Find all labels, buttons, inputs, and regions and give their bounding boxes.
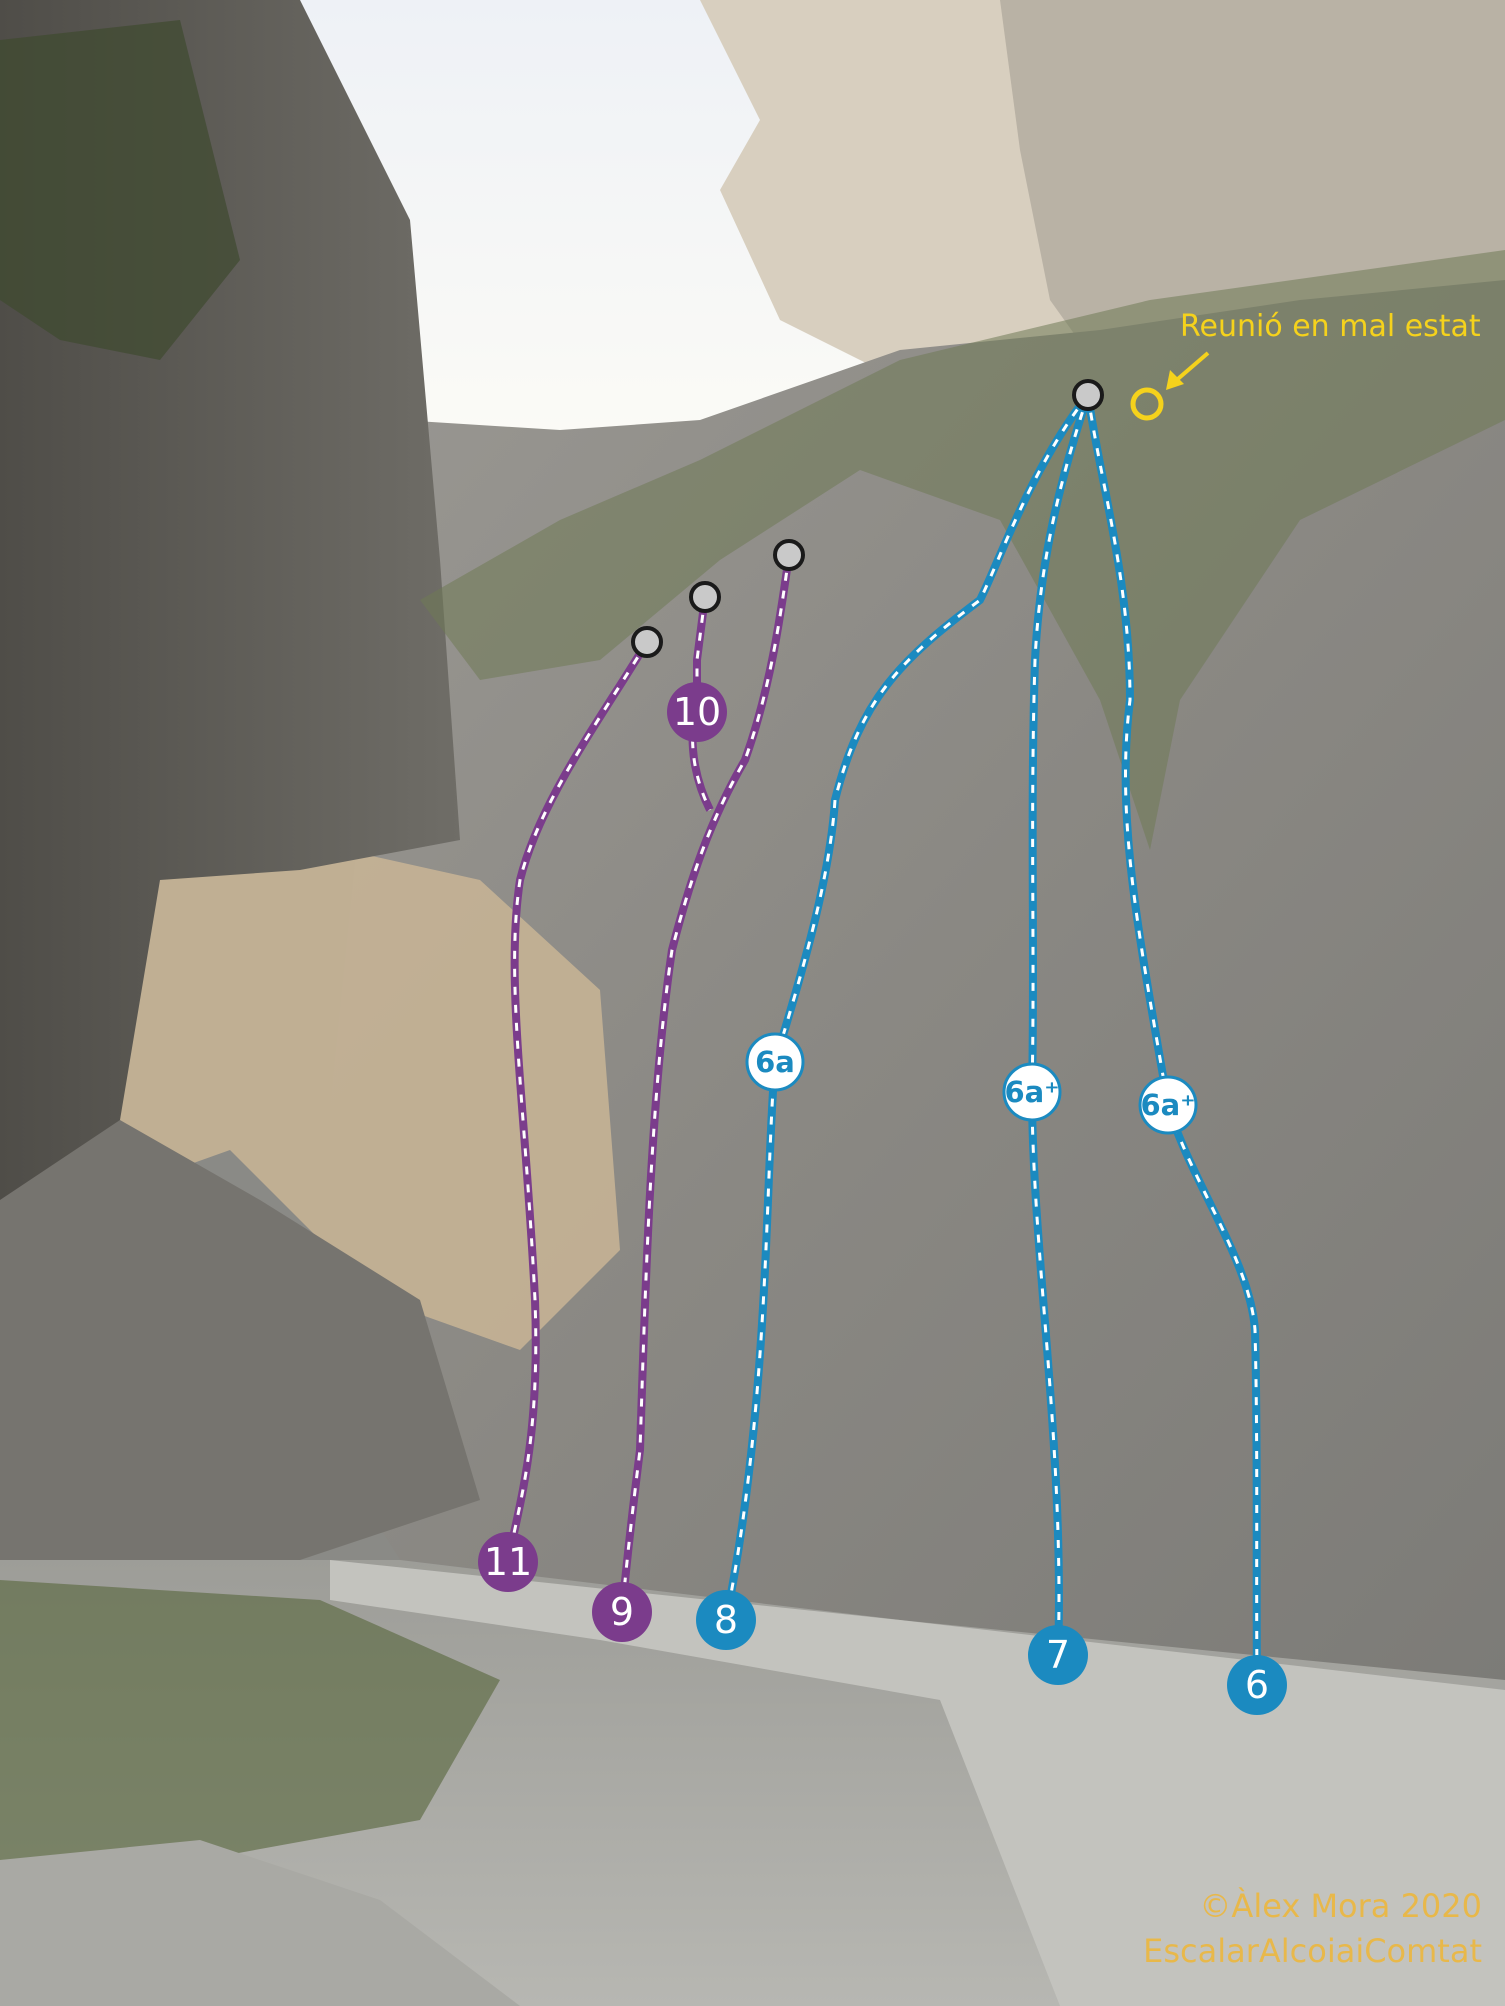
note-label: Reunió en mal estat bbox=[1180, 309, 1481, 344]
route-number-label: 10 bbox=[673, 690, 721, 734]
route-grade-label: 6a⁺ bbox=[1140, 1088, 1195, 1122]
routes-layer: 11 10 9 8 6a 7 6a⁺ 6 6a⁺ bbox=[478, 392, 1287, 1715]
route-11: 11 bbox=[478, 639, 651, 1592]
left-vegetation bbox=[0, 20, 240, 360]
credit-line-2: EscalarAlcoiaiComtat bbox=[1143, 1932, 1482, 1970]
route-grade-badge bbox=[745, 1032, 805, 1092]
anchor-9 bbox=[773, 539, 805, 571]
left-wall-lower bbox=[0, 1120, 480, 1560]
route-grade-label: 6a bbox=[755, 1045, 795, 1079]
anchor-10 bbox=[689, 581, 721, 613]
route-line-dash bbox=[506, 641, 649, 1563]
route-number-label: 8 bbox=[714, 1598, 738, 1642]
route-line-dash bbox=[620, 554, 791, 1613]
route-line-dash bbox=[724, 394, 1090, 1621]
route-number-badge bbox=[1028, 1625, 1088, 1685]
route-grade-label: 6a⁺ bbox=[1004, 1075, 1059, 1109]
route-grade-badge bbox=[1138, 1075, 1198, 1135]
credit-line-1: ©Àlex Mora 2020 bbox=[1199, 1887, 1482, 1925]
route-line-dash bbox=[1030, 394, 1090, 1656]
route-number-badge bbox=[478, 1532, 538, 1592]
route-number-label: 9 bbox=[610, 1590, 634, 1634]
bad-anchor-ring bbox=[1130, 387, 1164, 421]
route-number-label: 11 bbox=[484, 1540, 532, 1584]
route-6: 6 6a⁺ bbox=[1084, 394, 1287, 1715]
route-7: 7 6a⁺ bbox=[1002, 393, 1092, 1685]
route-9: 9 bbox=[592, 554, 793, 1642]
route-number-label: 6 bbox=[1245, 1663, 1269, 1707]
route-number-badge bbox=[1227, 1655, 1287, 1715]
stone-path bbox=[330, 1560, 1505, 2006]
note-arrow-head bbox=[1166, 370, 1184, 390]
bad-anchor-note: Reunió en mal estat bbox=[1130, 309, 1481, 421]
route-grade-badge bbox=[1002, 1062, 1062, 1122]
ochre-patch bbox=[90, 840, 620, 1350]
anchor-11 bbox=[631, 626, 663, 658]
route-number-label: 7 bbox=[1046, 1633, 1070, 1677]
grass-patch bbox=[0, 1580, 500, 1880]
anchors-layer bbox=[631, 379, 1104, 658]
rock-boulders bbox=[0, 1840, 520, 2006]
route-number-badge bbox=[592, 1582, 652, 1642]
route-8: 8 6a bbox=[696, 392, 1092, 1650]
route-number-badge bbox=[667, 682, 727, 742]
anchor-8 bbox=[1072, 379, 1104, 411]
vegetation-band bbox=[420, 250, 1505, 850]
route-10: 10 bbox=[667, 596, 727, 812]
route-number-badge bbox=[696, 1590, 756, 1650]
